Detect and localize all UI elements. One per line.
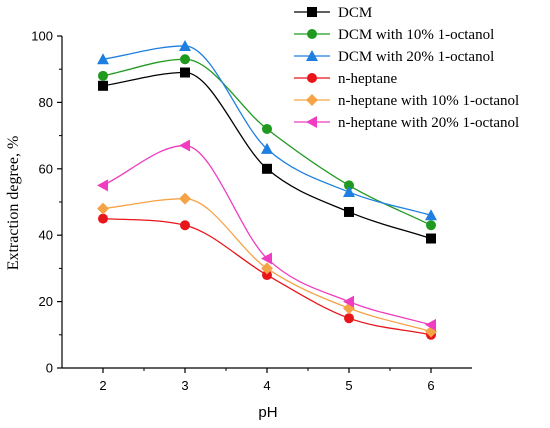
legend: DCM DCM with 10% 1-octanol DCM with 20% 1-…	[294, 5, 519, 131]
data-point	[343, 186, 355, 198]
axes: 0 20 40 60 80 100 2 3 4 5 6	[31, 29, 472, 393]
series-2	[98, 54, 436, 231]
legend-label: n-heptane	[338, 71, 397, 87]
y-tick-label: 0	[46, 361, 53, 376]
data-point	[97, 53, 109, 65]
data-point	[261, 142, 273, 154]
x-tick-label: 6	[427, 378, 434, 393]
legend-item: n-heptane with 10% 1-octanol	[294, 93, 519, 109]
data-point	[98, 70, 108, 81]
legend-label: n-heptane with 10% 1-octanol	[338, 93, 519, 109]
data-point	[262, 163, 272, 174]
data-point	[344, 180, 354, 191]
data-point	[343, 295, 354, 308]
data-point	[179, 192, 191, 205]
x-axis-title: pH	[258, 404, 277, 421]
data-point	[261, 252, 272, 265]
legend-item: DCM with 10% 1-octanol	[294, 27, 494, 43]
legend-item: n-heptane with 20% 1-octanol	[294, 115, 519, 131]
data-point	[179, 39, 191, 51]
legend-marker	[307, 73, 317, 83]
series-layer	[97, 39, 437, 340]
legend-item: DCM	[294, 5, 372, 21]
data-point	[98, 213, 108, 224]
series-5	[97, 192, 437, 338]
y-tick-label: 20	[39, 294, 53, 309]
y-axis-title: Extraction degree, %	[5, 136, 22, 271]
data-point	[262, 123, 272, 134]
y-tick-label: 100	[31, 29, 53, 44]
x-tick-label: 2	[99, 378, 106, 393]
legend-label: DCM with 10% 1-octanol	[338, 27, 494, 43]
x-tick-label: 5	[345, 378, 352, 393]
series-line	[102, 144, 432, 326]
legend-label: DCM with 20% 1-octanol	[338, 49, 494, 65]
data-point	[261, 262, 273, 275]
series-1	[98, 67, 436, 244]
legend-item: DCM with 20% 1-octanol	[294, 49, 494, 65]
data-point	[426, 220, 436, 231]
data-point	[426, 233, 436, 244]
data-point	[262, 270, 272, 281]
legend-marker	[307, 7, 317, 17]
legend-marker	[306, 50, 318, 61]
data-point	[97, 202, 109, 215]
data-point	[179, 139, 190, 152]
y-tick-label: 80	[39, 95, 53, 110]
data-point	[97, 179, 108, 192]
legend-marker	[306, 94, 318, 106]
data-point	[180, 220, 190, 231]
data-point	[344, 313, 354, 324]
data-point	[425, 209, 437, 221]
data-point	[425, 318, 436, 331]
series-6	[97, 139, 436, 331]
legend-marker	[307, 29, 317, 39]
data-point	[344, 206, 354, 217]
series-line	[102, 45, 432, 216]
x-tick-label: 4	[263, 378, 270, 393]
legend-marker	[306, 116, 317, 128]
data-point	[180, 67, 190, 78]
y-tick-label: 60	[39, 161, 53, 176]
series-3	[97, 39, 437, 221]
y-tick-label: 40	[39, 228, 53, 243]
legend-label: n-heptane with 20% 1-octanol	[338, 115, 519, 131]
data-point	[180, 54, 190, 65]
legend-label: DCM	[338, 5, 372, 21]
x-tick-label: 3	[181, 378, 188, 393]
data-point	[98, 80, 108, 91]
legend-item: n-heptane	[294, 71, 397, 87]
series-4	[98, 213, 436, 340]
